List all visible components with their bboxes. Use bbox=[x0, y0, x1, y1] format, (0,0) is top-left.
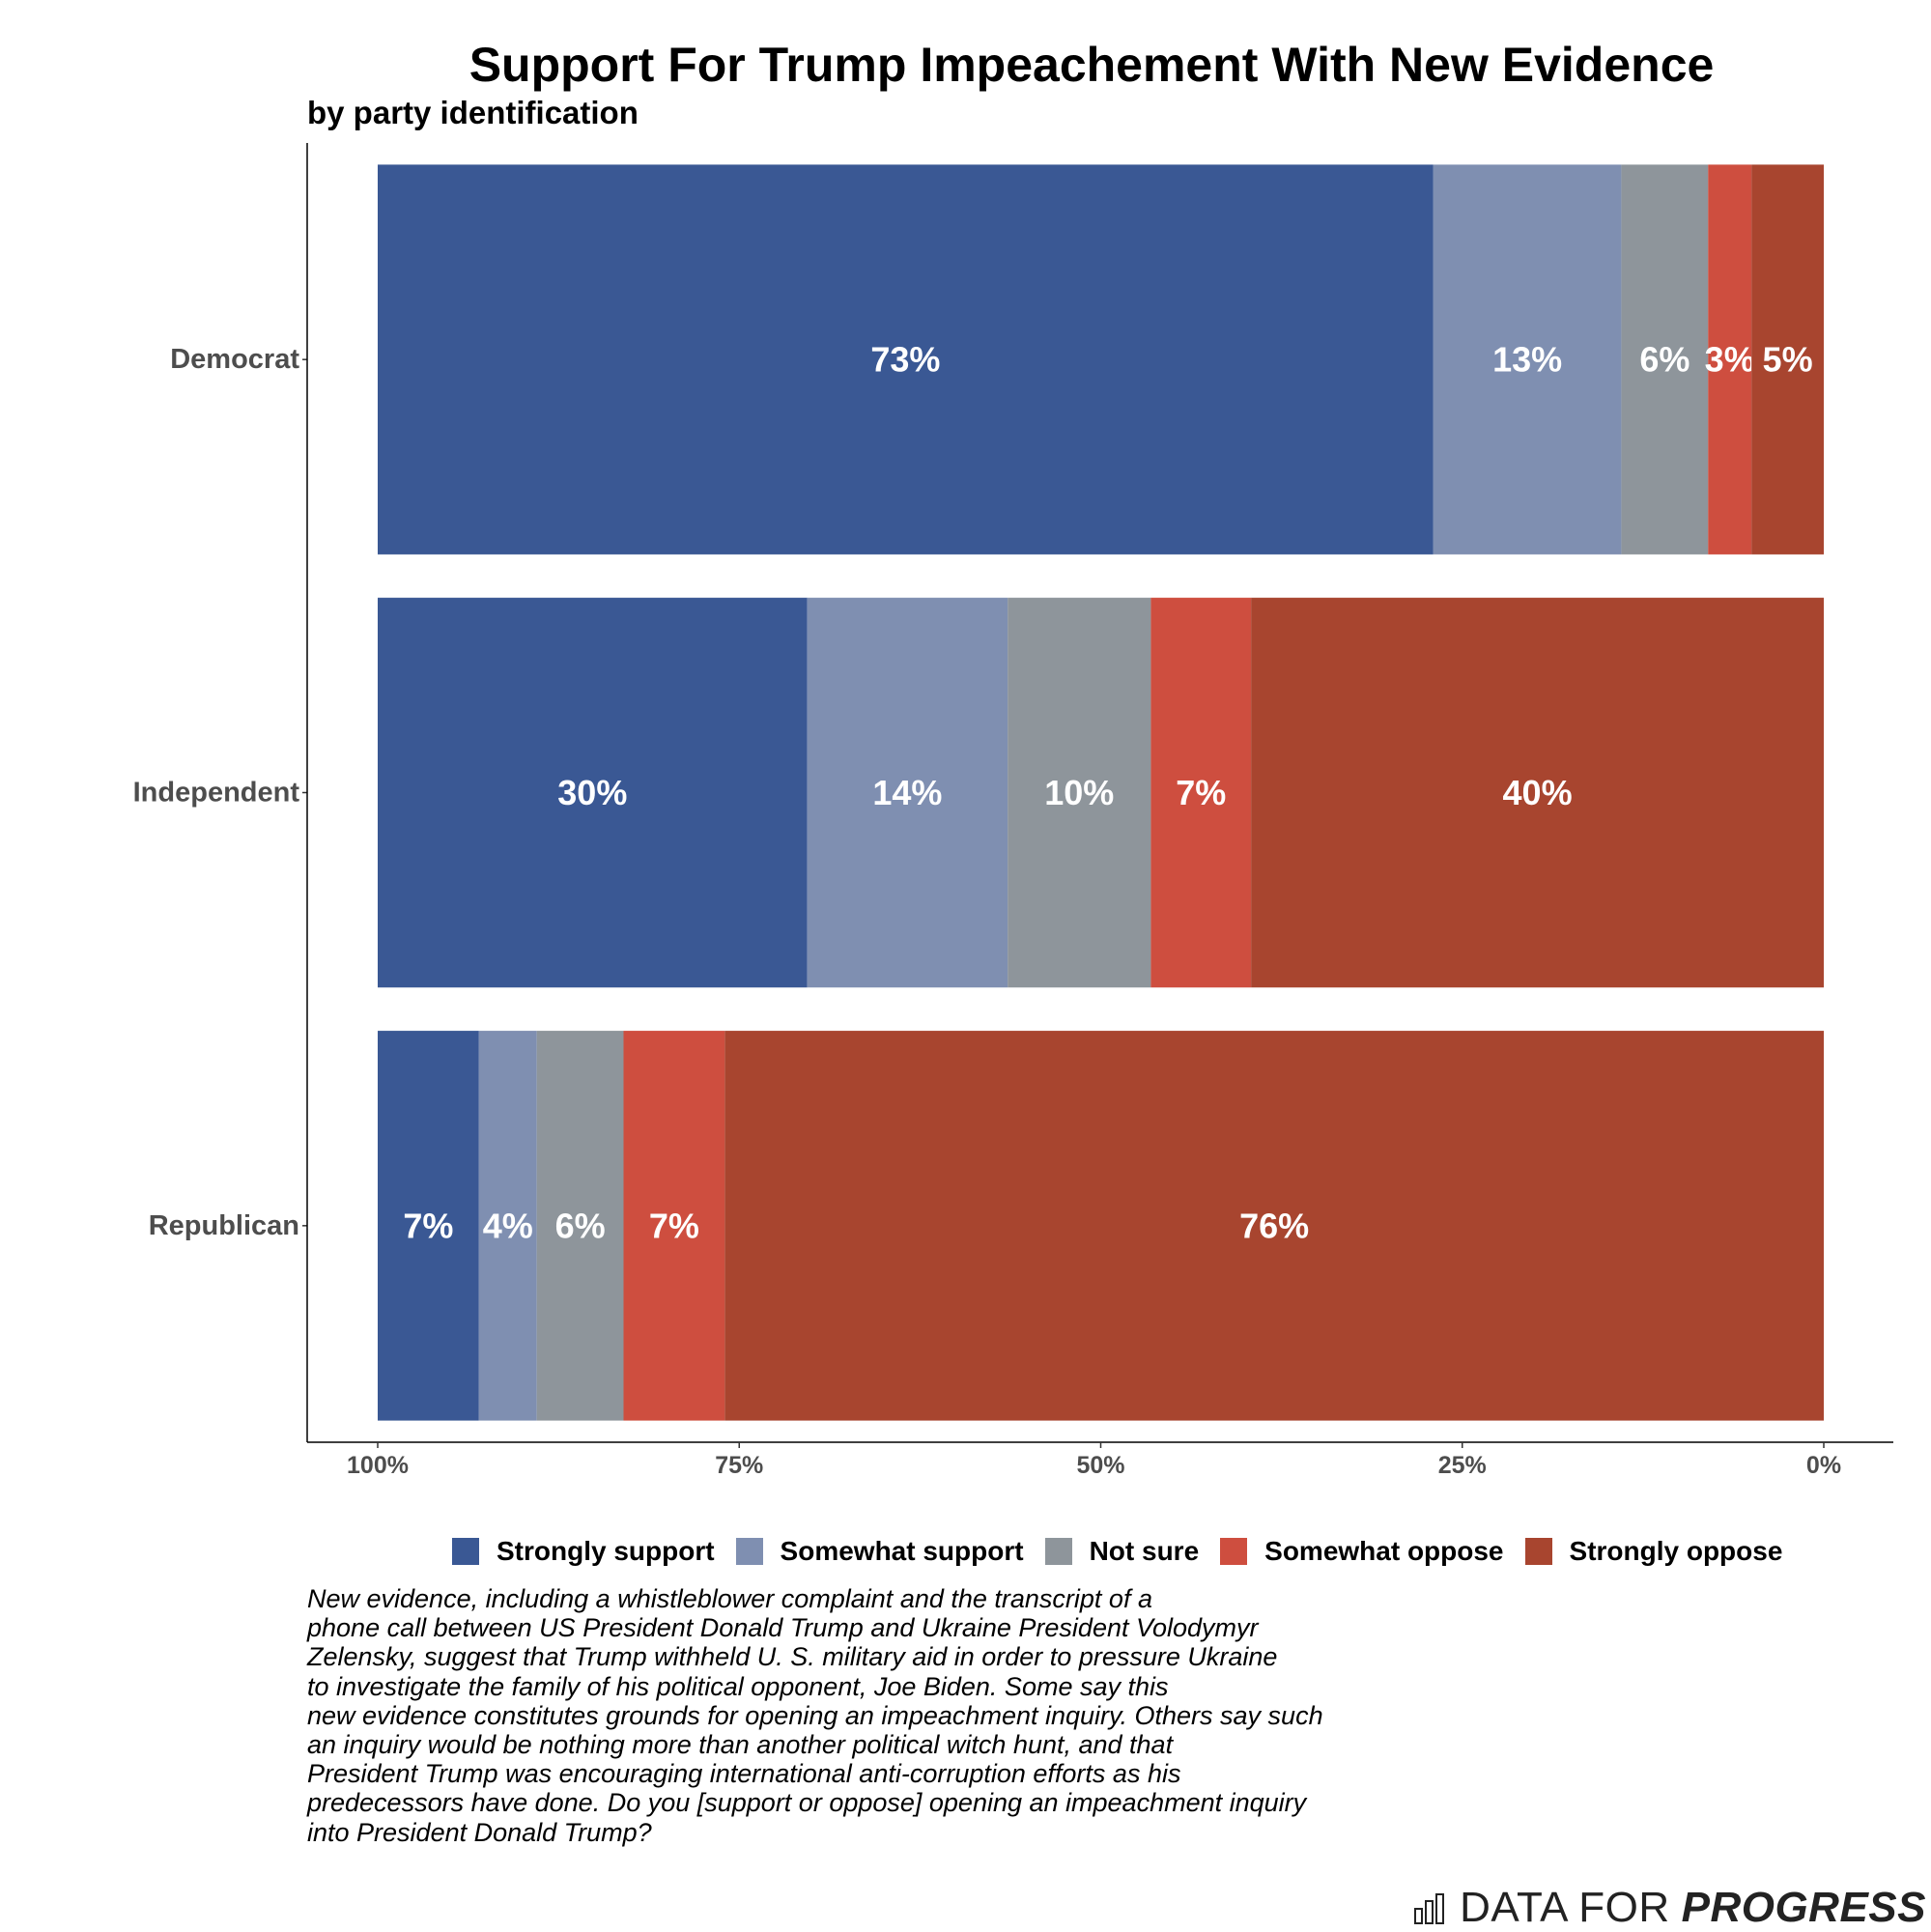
bar-segment bbox=[1008, 597, 1151, 988]
brand-text-light: DATA FOR bbox=[1460, 1884, 1670, 1931]
legend-item-strongly-support: Strongly support bbox=[452, 1536, 715, 1567]
data-label: 13% bbox=[1492, 340, 1562, 380]
bar-segment bbox=[1150, 597, 1252, 988]
category-label: Democrat bbox=[170, 344, 299, 375]
data-label: 40% bbox=[1503, 773, 1573, 812]
legend-item-somewhat-oppose: Somewhat oppose bbox=[1220, 1536, 1504, 1567]
legend-label: Somewhat support bbox=[780, 1536, 1024, 1566]
data-label: 10% bbox=[1044, 773, 1114, 812]
data-label: 14% bbox=[872, 773, 942, 812]
category-label: Independent bbox=[133, 778, 300, 809]
bar-segment bbox=[1433, 164, 1622, 554]
data-label: 73% bbox=[870, 340, 940, 380]
bar-segment bbox=[1621, 164, 1709, 554]
x-tick-label: 25% bbox=[1438, 1452, 1487, 1479]
legend-swatch bbox=[1044, 1538, 1072, 1565]
brand-text-strong: PROGRESS bbox=[1681, 1884, 1926, 1931]
legend-swatch bbox=[735, 1538, 763, 1565]
bar-segment bbox=[1751, 164, 1824, 554]
data-label: 5% bbox=[1763, 340, 1813, 380]
stacked-bar-chart: 73% 13% 6% 3% 5% Democrat 30% 14% 10% 7% 40% Indepe… bbox=[133, 143, 1893, 1479]
legend-item-somewhat-support: Somewhat support bbox=[735, 1536, 1024, 1567]
question-caption: New evidence, including a whistleblower … bbox=[307, 1584, 1323, 1847]
legend-label: Not sure bbox=[1089, 1536, 1200, 1566]
bar-segment bbox=[378, 597, 808, 988]
bar-segment bbox=[1251, 597, 1824, 988]
bar-segment bbox=[536, 1031, 624, 1421]
legend-swatch bbox=[1524, 1538, 1552, 1565]
category-label: Republican bbox=[149, 1210, 299, 1241]
data-label: 4% bbox=[483, 1206, 533, 1245]
data-label: 3% bbox=[1705, 340, 1755, 380]
data-label: 7% bbox=[649, 1206, 699, 1245]
bar-segment bbox=[623, 1031, 725, 1421]
legend-label: Strongly support bbox=[497, 1536, 715, 1566]
data-label: 7% bbox=[1176, 773, 1226, 812]
data-label: 6% bbox=[1639, 340, 1690, 380]
bar-segment bbox=[478, 1031, 537, 1421]
data-label: 30% bbox=[557, 773, 627, 812]
brand-logo: DATA FOR PROGRESS bbox=[1413, 1884, 1926, 1932]
chart-subtitle: by party identification bbox=[307, 95, 639, 130]
data-label: 76% bbox=[1239, 1206, 1309, 1245]
legend-label: Strongly oppose bbox=[1569, 1536, 1783, 1566]
data-label: 7% bbox=[403, 1206, 453, 1245]
bar-segment bbox=[724, 1031, 1824, 1421]
legend: Strongly support Somewhat support Not su… bbox=[452, 1536, 1803, 1567]
bar-segment bbox=[807, 597, 1008, 988]
legend-item-not-sure: Not sure bbox=[1044, 1536, 1200, 1567]
x-tick-label: 100% bbox=[347, 1452, 409, 1479]
bar-segment bbox=[1708, 164, 1752, 554]
bar-chart-icon bbox=[1414, 1893, 1445, 1924]
legend-item-strongly-oppose: Strongly oppose bbox=[1524, 1536, 1783, 1567]
chart-title: Support For Trump Impeachement With New … bbox=[469, 38, 1715, 92]
bar-segment bbox=[378, 1031, 479, 1421]
x-tick-label: 50% bbox=[1076, 1452, 1124, 1479]
x-tick-label: 0% bbox=[1806, 1452, 1841, 1479]
legend-label: Somewhat oppose bbox=[1264, 1536, 1504, 1566]
x-tick-label: 75% bbox=[715, 1452, 763, 1479]
data-label: 6% bbox=[555, 1206, 606, 1245]
legend-swatch bbox=[1220, 1538, 1248, 1565]
legend-swatch bbox=[452, 1538, 479, 1565]
bar-segment bbox=[378, 164, 1434, 554]
